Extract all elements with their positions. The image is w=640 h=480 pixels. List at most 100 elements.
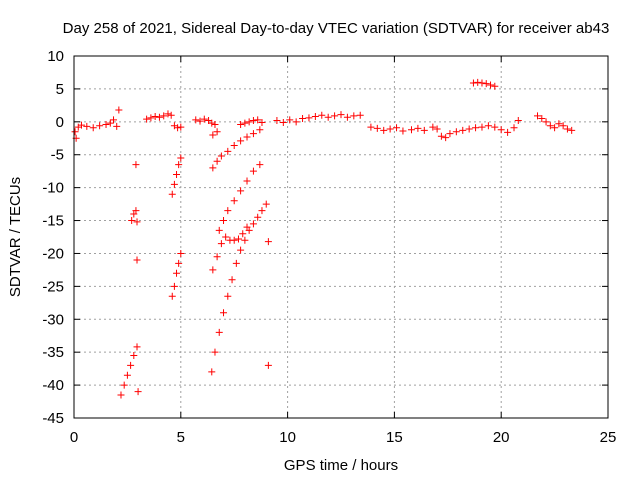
data-point-marker	[429, 123, 437, 131]
data-point-marker	[433, 125, 441, 133]
data-point-marker	[132, 207, 140, 215]
x-tick-label: 15	[386, 429, 403, 446]
data-point-marker	[452, 128, 460, 136]
data-point-marker	[491, 123, 499, 131]
data-point-marker	[437, 132, 445, 140]
data-point-marker	[538, 115, 546, 123]
data-point-marker	[273, 117, 281, 125]
data-point-marker	[173, 170, 181, 178]
data-point-marker	[478, 79, 486, 87]
data-point-marker	[168, 292, 176, 300]
data-point-marker	[215, 328, 223, 336]
data-point-marker	[120, 381, 128, 389]
data-point-marker	[239, 230, 247, 238]
data-point-marker	[133, 343, 141, 351]
data-point-marker	[209, 266, 217, 274]
x-tick-labels: 0 5 10 15 20 25	[70, 429, 617, 446]
data-point-marker	[213, 128, 221, 136]
data-point-marker	[514, 117, 522, 125]
x-tick-label: 0	[70, 429, 78, 446]
data-point-marker	[167, 111, 175, 119]
data-point-marker	[77, 121, 85, 129]
data-point-marker	[491, 82, 499, 90]
data-point-marker	[113, 122, 121, 130]
data-point-marker	[459, 126, 467, 134]
data-point-marker	[318, 111, 326, 119]
data-point-marker	[89, 124, 97, 132]
data-point-marker	[71, 128, 79, 136]
data-point-marker	[133, 218, 141, 226]
data-point-marker	[373, 124, 381, 132]
data-point-marker	[264, 361, 272, 369]
x-tick-label: 5	[177, 429, 185, 446]
y-tick-label: -45	[42, 410, 64, 427]
data-point-marker	[230, 197, 238, 205]
data-point-marker	[245, 118, 253, 126]
data-point-marker	[196, 117, 204, 125]
data-point-marker	[217, 152, 225, 160]
data-point-marker	[102, 120, 110, 128]
data-point-marker	[279, 118, 287, 126]
data-point-marker	[220, 217, 228, 225]
data-point-marker	[217, 240, 225, 248]
data-point-marker	[230, 142, 238, 150]
data-point-marker	[160, 112, 168, 120]
data-point-marker	[132, 161, 140, 169]
data-point-marker	[386, 125, 394, 133]
data-point-marker	[241, 119, 249, 127]
data-point-marker	[258, 207, 266, 215]
data-point-marker	[487, 81, 495, 89]
grid-lines	[74, 56, 608, 418]
data-point-marker	[110, 116, 118, 124]
data-point-marker	[258, 118, 266, 126]
data-point-marker	[407, 126, 415, 134]
data-point-marker	[208, 368, 216, 376]
y-axis-label: SDTVAR / TECUs	[7, 177, 24, 297]
data-point-marker	[286, 116, 294, 124]
data-point-marker	[534, 112, 542, 120]
data-point-marker	[262, 200, 270, 208]
data-point-marker	[143, 115, 151, 123]
data-point-marker	[232, 259, 240, 267]
y-tick-label: -10	[42, 180, 64, 197]
data-point-marker	[292, 118, 300, 126]
data-point-marker	[478, 123, 486, 131]
data-point-marker	[474, 78, 482, 86]
data-point-marker	[469, 79, 477, 87]
data-point-marker	[234, 235, 242, 243]
axis-ticks	[73, 55, 609, 419]
data-point-marker	[128, 217, 136, 225]
data-point-marker	[127, 361, 135, 369]
data-point-marker	[563, 125, 571, 133]
data-point-marker	[243, 223, 251, 231]
data-point-marker	[147, 114, 155, 122]
data-point-marker	[380, 126, 388, 134]
data-point-marker	[264, 238, 272, 246]
x-tick-label: 25	[600, 429, 617, 446]
data-point-marker	[83, 122, 91, 130]
data-point-marker	[177, 123, 185, 131]
data-point-marker	[208, 119, 216, 127]
data-point-marker	[504, 128, 512, 136]
y-tick-labels: -45 -40 -35 -30 -25 -20 -15 -10 -5 0 5 10	[42, 48, 64, 427]
data-point-marker	[243, 133, 251, 141]
data-point-marker	[356, 111, 364, 119]
y-tick-label: -20	[42, 245, 64, 262]
data-point-marker	[331, 112, 339, 120]
x-axis-label: GPS time / hours	[284, 457, 398, 474]
data-point-marker	[249, 220, 257, 228]
data-point-marker	[305, 114, 313, 122]
data-point-marker	[213, 253, 221, 261]
data-point-marker	[337, 111, 345, 119]
data-point-marker	[249, 130, 257, 138]
data-point-marker	[542, 118, 550, 126]
x-tick-label: 20	[493, 429, 510, 446]
y-tick-label: -15	[42, 213, 64, 230]
data-point-marker	[393, 124, 401, 132]
data-point-marker	[224, 292, 232, 300]
data-point-marker	[442, 134, 450, 142]
data-point-marker	[350, 112, 358, 120]
data-point-marker	[324, 113, 332, 121]
data-point-marker	[170, 282, 178, 290]
